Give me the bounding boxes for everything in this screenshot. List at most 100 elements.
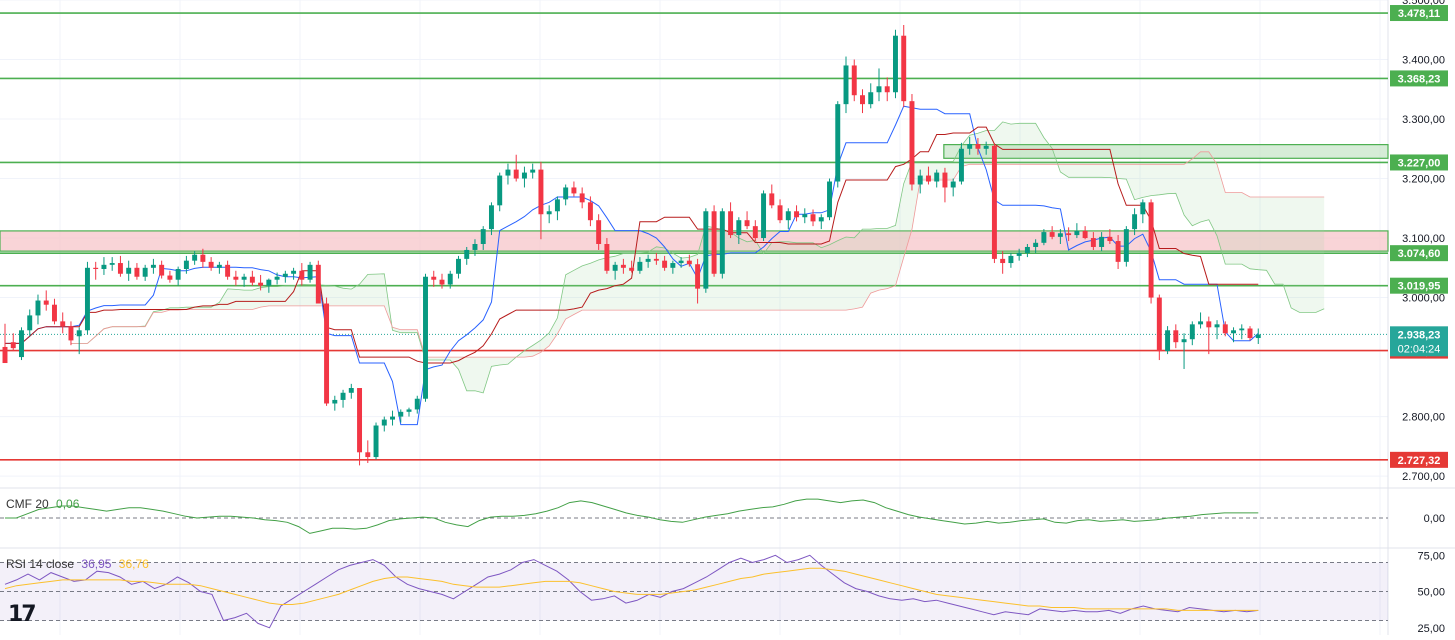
- cmf-legend-value: 0,06: [56, 497, 80, 511]
- rsi-legend-value: 36,95: [81, 557, 112, 571]
- candle-body: [1222, 324, 1228, 334]
- candle-body: [381, 419, 387, 426]
- candle-body: [1024, 246, 1030, 253]
- candle-body: [851, 65, 857, 96]
- candle-body: [447, 273, 453, 285]
- candle-body: [1148, 202, 1154, 298]
- candle-body: [1000, 258, 1006, 264]
- candle-body: [76, 330, 82, 337]
- level-tag: [1390, 277, 1448, 294]
- candle-body: [84, 267, 90, 331]
- candle-body: [1074, 230, 1080, 236]
- candle-body: [431, 276, 437, 280]
- rsi-tick-label: 75,00: [1417, 550, 1445, 562]
- candle-body: [554, 199, 560, 212]
- price-tick-label: 3.100,00: [1402, 233, 1445, 245]
- candle-body: [200, 254, 206, 262]
- price-axis[interactable]: 3.500,00 3.400,00 3.300,00 3.200,00 3.100,00…: [1390, 0, 1448, 483]
- rsi-ma-line: [4, 567, 1259, 611]
- candle-body: [332, 399, 338, 404]
- candle-body: [736, 220, 742, 236]
- cmf-legend: CMF 20 0,06: [6, 497, 83, 511]
- candle-body: [678, 260, 684, 264]
- candle-body: [2, 346, 8, 364]
- cmf-tick-label: 0,00: [1424, 513, 1445, 525]
- level-tag: [1390, 5, 1448, 22]
- candle-body: [19, 330, 24, 358]
- candle-body: [159, 264, 165, 276]
- candle-body: [480, 229, 486, 244]
- candle-body: [43, 300, 49, 305]
- cloud-span-b: [71, 151, 1325, 358]
- candle-body: [1132, 214, 1138, 230]
- candle-body: [950, 181, 956, 188]
- candle-body: [225, 264, 231, 277]
- level-tag-label: 3.227,00: [1398, 157, 1441, 169]
- candle-body: [752, 226, 758, 239]
- candle-body: [192, 254, 198, 261]
- candle-body: [390, 416, 395, 420]
- candle-body: [620, 264, 626, 268]
- candle-body: [249, 276, 255, 283]
- candle-body: [183, 260, 189, 269]
- candle-body: [142, 267, 148, 277]
- candle-body: [1107, 236, 1113, 242]
- candle-body: [1189, 324, 1195, 340]
- candle-body: [1156, 297, 1162, 352]
- candle-body: [571, 187, 577, 194]
- candle-body: [266, 279, 272, 286]
- candle-body: [645, 258, 651, 262]
- price-tick-label: 3.200,00: [1402, 174, 1445, 186]
- candle-body: [538, 169, 544, 215]
- candle-body: [868, 92, 874, 105]
- candle-body: [958, 148, 964, 182]
- candle-body: [686, 260, 692, 265]
- candle-body: [307, 264, 313, 280]
- candle-body: [653, 258, 659, 261]
- candle-body: [719, 211, 725, 274]
- candle-body: [208, 261, 214, 268]
- candle-body: [637, 261, 643, 271]
- candle-body: [456, 258, 461, 274]
- rsi-tick-label: 25,00: [1417, 623, 1445, 635]
- price-tick-label: 3.500,00: [1402, 0, 1445, 7]
- level-tag-label: 2.727,32: [1398, 455, 1441, 467]
- rsi-ma-legend-value: 36,76: [118, 557, 149, 571]
- candle-body: [942, 172, 948, 188]
- candle-body: [769, 193, 775, 206]
- candle-body: [794, 211, 800, 218]
- cmf-line: [5, 498, 1259, 534]
- candle-body: [357, 388, 363, 453]
- candle-body: [761, 193, 767, 239]
- candle-body: [884, 86, 890, 93]
- candle-body: [975, 144, 981, 149]
- candle-body: [439, 279, 445, 285]
- level-tag-label: 3.019,95: [1398, 281, 1441, 293]
- candle-body: [35, 300, 41, 316]
- candle-body: [175, 268, 181, 280]
- candle-body: [1049, 232, 1055, 237]
- candle-body: [612, 264, 618, 271]
- candle-body: [513, 169, 519, 179]
- candle-body: [695, 264, 701, 289]
- rsi-line: [4, 554, 1259, 629]
- ichimoku-cloud: [5, 105, 1325, 426]
- candle-body: [843, 65, 849, 105]
- candle-body: [282, 273, 288, 277]
- candle-body: [909, 101, 915, 185]
- candle-body: [818, 217, 824, 222]
- rsi-legend-title: RSI 14 close: [6, 557, 75, 571]
- conversion-line: [5, 105, 1259, 426]
- candle-body: [777, 205, 783, 221]
- candle-body: [596, 220, 602, 244]
- candle-body: [1090, 238, 1096, 247]
- price-tick-label: 3.400,00: [1402, 55, 1445, 67]
- level-tag: [1390, 451, 1448, 468]
- candle-body: [406, 409, 412, 412]
- candle-body: [216, 264, 222, 268]
- level-tag: [1390, 245, 1448, 262]
- tradingview-logo[interactable]: 17: [8, 602, 37, 627]
- cmf-legend-title: CMF 20: [6, 497, 49, 511]
